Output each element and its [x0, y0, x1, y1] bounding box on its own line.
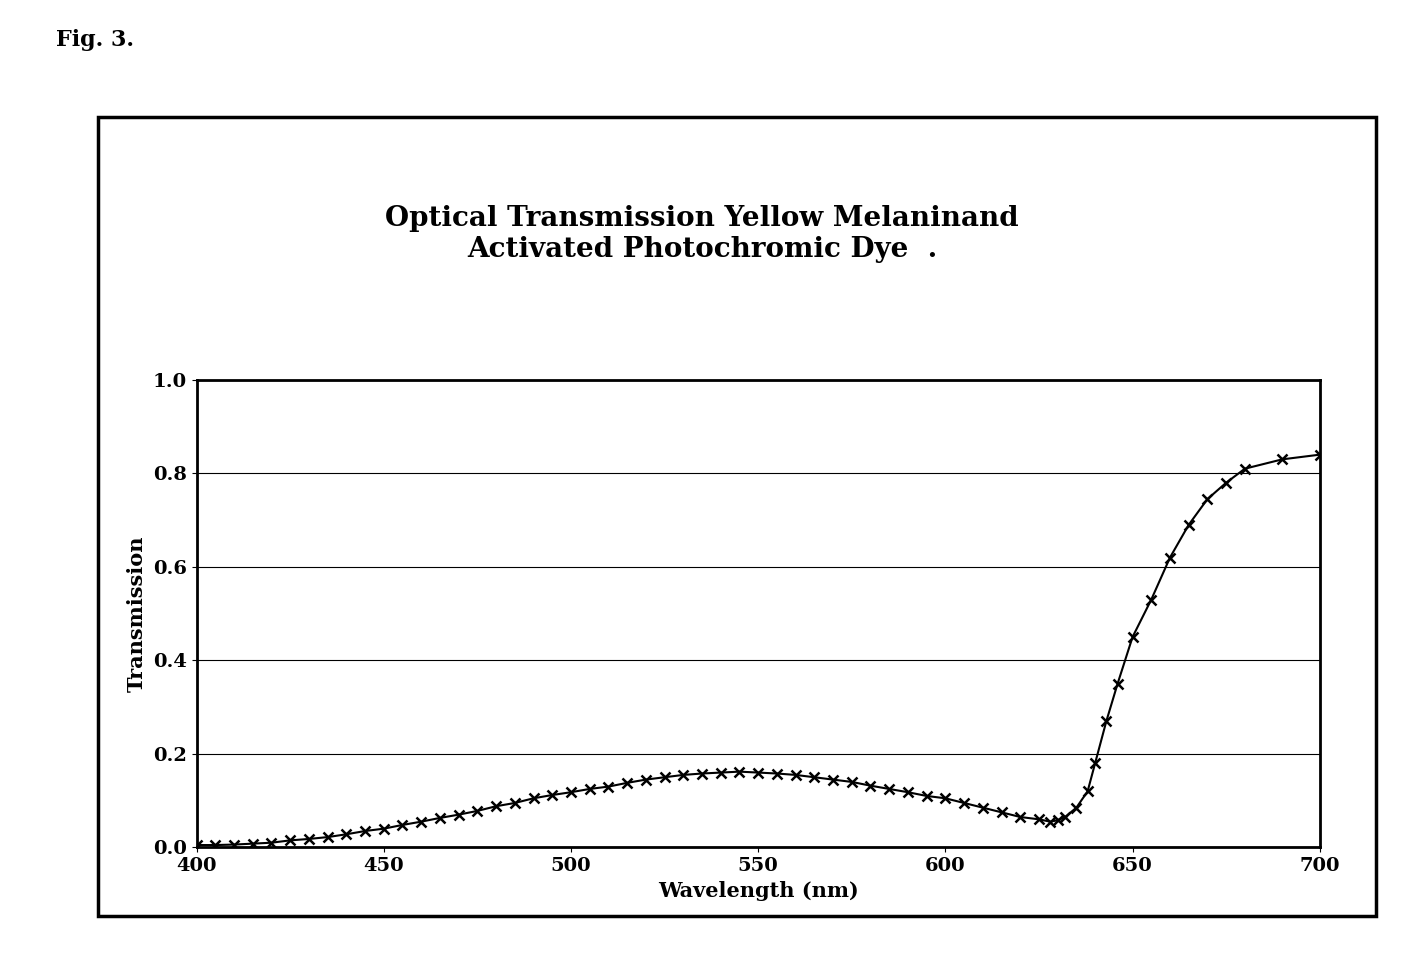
Text: Fig. 3.: Fig. 3. — [56, 29, 135, 52]
Y-axis label: Transmission: Transmission — [128, 536, 147, 692]
X-axis label: Wavelength (nm): Wavelength (nm) — [658, 880, 858, 901]
Text: Optical Transmission Yellow Melaninand
Activated Photochromic Dye  .: Optical Transmission Yellow Melaninand A… — [385, 205, 1019, 263]
